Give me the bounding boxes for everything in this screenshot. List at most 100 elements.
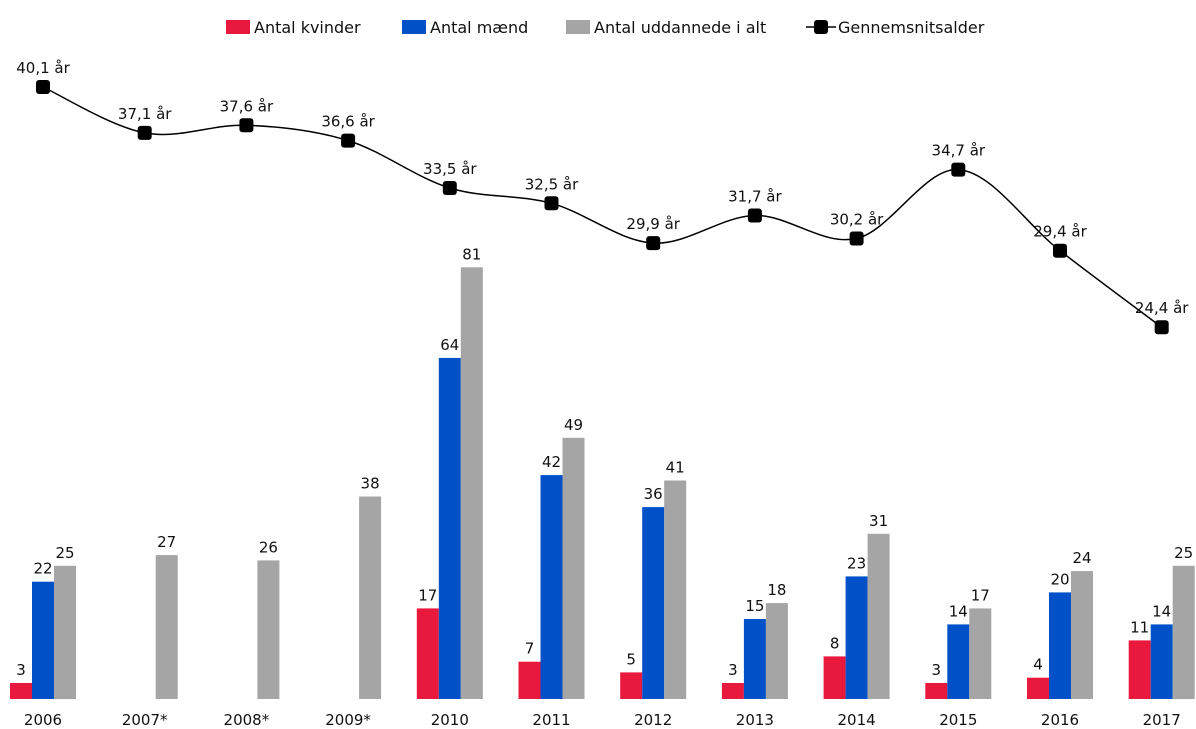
- bar-value-label: 3: [16, 661, 26, 679]
- bar-antal-uddannede-i-alt-2007: [156, 555, 178, 699]
- bar-antal-uddannede-i-alt-2008: [257, 560, 279, 699]
- age-value-label: 37,1 år: [118, 105, 172, 123]
- bar-value-label: 31: [869, 512, 888, 530]
- legend-marker: [814, 20, 828, 34]
- bar-value-label: 81: [462, 245, 481, 263]
- bar-value-label: 49: [564, 416, 583, 434]
- x-tick-label: 2013: [736, 711, 774, 729]
- legend-label: Antal uddannede i alt: [594, 18, 766, 37]
- age-value-label: 33,5 år: [423, 160, 477, 178]
- age-marker: [341, 134, 355, 148]
- bar-value-label: 23: [847, 554, 866, 572]
- x-tick-label: 2009*: [325, 711, 371, 729]
- bar-value-label: 4: [1033, 656, 1043, 674]
- bar-antal-mænd-2011: [541, 475, 563, 699]
- bar-value-label: 3: [932, 661, 942, 679]
- bar-antal-kvinder-2014: [824, 656, 846, 699]
- bar-antal-kvinder-2012: [620, 672, 642, 699]
- age-line: 40,1 år 37,1 år 37,6 år 36,6 år 33,5 år 32,5 …: [16, 59, 1189, 334]
- age-value-label: 30,2 år: [830, 211, 884, 229]
- legend-swatch: [402, 20, 426, 34]
- age-value-label: 34,7 år: [932, 142, 986, 160]
- bar-value-label: 27: [157, 533, 176, 551]
- bar-antal-kvinder-2015: [925, 683, 947, 699]
- bar-antal-kvinder-2017: [1129, 640, 1151, 699]
- bar-antal-uddannede-i-alt-2015: [969, 608, 991, 699]
- age-value-label: 32,5 år: [525, 175, 579, 193]
- age-value-label: 40,1 år: [16, 59, 70, 77]
- bar-value-label: 15: [745, 597, 764, 615]
- bar-value-label: 7: [525, 640, 535, 658]
- bar-value-label: 17: [971, 586, 990, 604]
- bar-antal-mænd-2006: [32, 582, 54, 699]
- x-tick-label: 2017: [1143, 711, 1181, 729]
- bar-antal-uddannede-i-alt-2006: [54, 566, 76, 699]
- x-axis: 2006 2007* 2008* 2009* 2010 2011 2012 2013 2014 2…: [24, 711, 1181, 729]
- bar-antal-kvinder-2013: [722, 683, 744, 699]
- bar-antal-mænd-2010: [439, 358, 461, 699]
- bar-antal-uddannede-i-alt-2009: [359, 497, 381, 700]
- legend-label: Gennemsnitsalder: [838, 18, 985, 37]
- bar-value-label: 17: [418, 586, 437, 604]
- bar-antal-uddannede-i-alt-2014: [868, 534, 890, 699]
- age-marker: [138, 126, 152, 140]
- bar-antal-mænd-2013: [744, 619, 766, 699]
- age-marker: [646, 236, 660, 250]
- age-value-label: 29,4 år: [1033, 223, 1087, 241]
- bar-antal-kvinder-2016: [1027, 678, 1049, 699]
- age-marker: [1053, 244, 1067, 258]
- bar-antal-mænd-2016: [1049, 592, 1071, 699]
- x-tick-label: 2015: [939, 711, 977, 729]
- bar-value-label: 64: [440, 336, 459, 354]
- x-tick-label: 2010: [431, 711, 469, 729]
- bar-value-label: 20: [1050, 570, 1069, 588]
- bar-value-label: 14: [949, 602, 968, 620]
- x-tick-label: 2008*: [224, 711, 270, 729]
- bar-value-label: 22: [33, 560, 52, 578]
- age-value-label: 37,6 år: [220, 97, 274, 115]
- bar-antal-kvinder-2010: [417, 608, 439, 699]
- age-value-label: 29,9 år: [626, 215, 680, 233]
- age-line-path: [43, 87, 1162, 327]
- legend-item: Gennemsnitsalder: [806, 18, 985, 37]
- bar-value-label: 24: [1072, 549, 1091, 567]
- age-marker: [850, 232, 864, 246]
- x-tick-label: 2007*: [122, 711, 168, 729]
- age-marker: [1155, 320, 1169, 334]
- bars: [10, 267, 1195, 699]
- bar-value-label: 14: [1152, 602, 1171, 620]
- bar-antal-mænd-2014: [846, 576, 868, 699]
- age-value-label: 31,7 år: [728, 188, 782, 206]
- bar-antal-uddannede-i-alt-2011: [563, 438, 585, 699]
- bar-value-label: 3: [728, 661, 738, 679]
- bar-value-label: 11: [1130, 618, 1149, 636]
- bar-value-label: 42: [542, 453, 561, 471]
- age-value-label: 24,4 år: [1135, 299, 1189, 317]
- bar-antal-uddannede-i-alt-2016: [1071, 571, 1093, 699]
- x-tick-label: 2012: [634, 711, 672, 729]
- age-marker: [239, 118, 253, 132]
- age-value-label: 36,6 år: [321, 113, 375, 131]
- bar-value-label: 36: [644, 485, 663, 503]
- legend-swatch: [566, 20, 590, 34]
- legend-item: Antal kvinder: [226, 18, 361, 37]
- legend-label: Antal kvinder: [254, 18, 361, 37]
- bar-value-label: 25: [55, 544, 74, 562]
- legend-label: Antal mænd: [430, 18, 528, 37]
- bar-value-label: 25: [1174, 544, 1193, 562]
- x-tick-label: 2011: [532, 711, 570, 729]
- legend: Antal kvinder Antal mænd Antal uddannede i…: [226, 18, 985, 37]
- bar-antal-uddannede-i-alt-2012: [664, 481, 686, 700]
- age-marker: [748, 209, 762, 223]
- bar-value-label: 18: [767, 581, 786, 599]
- bar-antal-mænd-2017: [1151, 624, 1173, 699]
- bar-antal-mænd-2015: [947, 624, 969, 699]
- bar-value-label: 26: [259, 538, 278, 556]
- bar-antal-uddannede-i-alt-2013: [766, 603, 788, 699]
- x-tick-label: 2014: [838, 711, 876, 729]
- bar-value-label: 38: [361, 475, 380, 493]
- bar-value-label: 5: [626, 650, 636, 668]
- legend-item: Antal uddannede i alt: [566, 18, 766, 37]
